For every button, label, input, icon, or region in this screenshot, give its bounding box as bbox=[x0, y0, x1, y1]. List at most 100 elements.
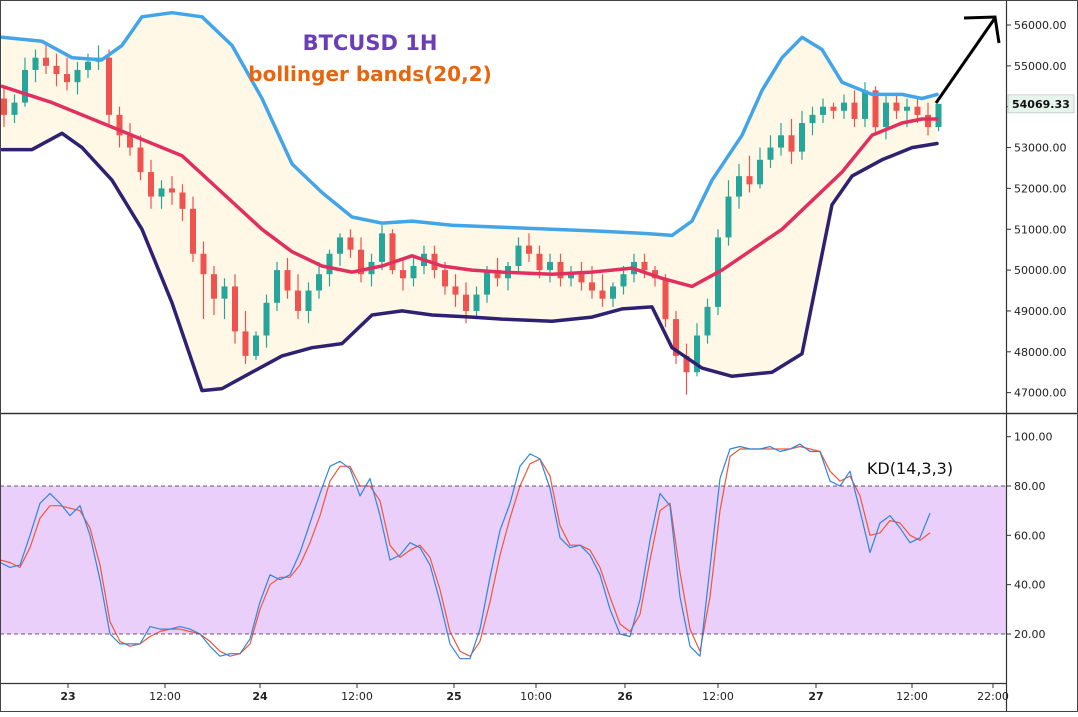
candle-body bbox=[904, 106, 910, 111]
candle-body bbox=[788, 135, 795, 152]
middle-band-line bbox=[0, 84, 939, 289]
candle-body bbox=[494, 270, 501, 279]
candle-body bbox=[295, 290, 301, 311]
candle-body bbox=[11, 102, 18, 115]
chart-subtitle: bollinger bands(20,2) bbox=[248, 62, 491, 86]
candle-body bbox=[557, 261, 564, 279]
candle-body bbox=[148, 172, 154, 197]
candle-body bbox=[43, 57, 49, 66]
candle-body bbox=[221, 286, 228, 299]
lower-band-line bbox=[0, 131, 939, 393]
kd-tick-label: 100.00 bbox=[1014, 431, 1053, 444]
candle-body bbox=[935, 103, 942, 128]
candle-body bbox=[809, 114, 816, 124]
candle-body bbox=[683, 355, 690, 373]
time-tick-label: 12:00 bbox=[702, 690, 734, 703]
candle-body bbox=[568, 274, 574, 279]
candle-body bbox=[862, 90, 868, 119]
candle-body bbox=[589, 282, 595, 291]
trend-arrow-line bbox=[934, 17, 997, 104]
price-tick-label: 52000.00 bbox=[1014, 182, 1067, 195]
candle-body bbox=[305, 290, 312, 311]
time-tick-label: 12:00 bbox=[149, 690, 181, 703]
candle-body bbox=[400, 270, 406, 279]
candle-body bbox=[662, 278, 669, 320]
trend-arrow-head bbox=[963, 15, 1001, 44]
price-tick-label: 51000.00 bbox=[1014, 223, 1067, 236]
candle-body bbox=[326, 253, 333, 275]
candle-body bbox=[179, 192, 186, 209]
candle-body bbox=[442, 270, 448, 287]
candle-body bbox=[673, 319, 679, 356]
candle-body bbox=[379, 233, 385, 262]
candle-body bbox=[232, 286, 238, 332]
last-price-label: 54069.33 bbox=[1012, 98, 1070, 111]
candle-body bbox=[694, 335, 700, 373]
price-tick-label: 49000.00 bbox=[1014, 305, 1067, 318]
time-tick-label: 24 bbox=[252, 690, 268, 703]
candle-body bbox=[914, 106, 921, 115]
candle-body bbox=[106, 57, 112, 115]
candle-body bbox=[736, 176, 742, 197]
time-tick-label: 23 bbox=[60, 690, 75, 703]
candle-body bbox=[547, 261, 553, 271]
candle-body bbox=[116, 114, 123, 136]
candle-body bbox=[830, 106, 837, 111]
candle-body bbox=[515, 245, 522, 267]
chart-title: BTCUSD 1H bbox=[303, 31, 438, 55]
candle-body bbox=[641, 261, 648, 271]
candle-body bbox=[316, 274, 322, 291]
candle-body bbox=[137, 147, 144, 173]
price-tick-label: 50000.00 bbox=[1014, 264, 1067, 277]
candle-body bbox=[274, 270, 280, 303]
candle-body bbox=[578, 274, 585, 283]
candle-body bbox=[599, 290, 606, 299]
candle-body bbox=[704, 306, 711, 336]
kd-zone-band bbox=[0, 485, 1006, 634]
price-tick-label: 48000.00 bbox=[1014, 346, 1067, 359]
candle-body bbox=[610, 286, 616, 299]
candle-body bbox=[1, 98, 7, 115]
candle-body bbox=[337, 237, 343, 254]
candle-body bbox=[767, 147, 774, 160]
candle-body bbox=[347, 237, 354, 250]
candle-body bbox=[32, 57, 39, 70]
candle-body bbox=[284, 270, 291, 291]
price-tick-label: 47000.00 bbox=[1014, 387, 1067, 400]
candle-body bbox=[841, 102, 847, 111]
time-tick-label: 25 bbox=[446, 690, 461, 703]
candle-body bbox=[190, 208, 196, 254]
kd-tick-label: 80.00 bbox=[1014, 480, 1046, 493]
candle-body bbox=[127, 135, 133, 148]
candle-body bbox=[22, 69, 28, 103]
candle-body bbox=[64, 74, 70, 83]
candle-body bbox=[536, 253, 543, 271]
candle-body bbox=[158, 188, 165, 197]
kd-tick-label: 20.00 bbox=[1014, 628, 1046, 641]
candle-body bbox=[620, 274, 627, 287]
kd-title: KD(14,3,3) bbox=[867, 459, 953, 478]
time-tick-label: 10:00 bbox=[520, 690, 552, 703]
candle-body bbox=[799, 123, 805, 152]
candle-body bbox=[746, 176, 753, 185]
candle-body bbox=[53, 65, 60, 75]
k-line bbox=[0, 443, 931, 660]
time-tick-label: 27 bbox=[808, 690, 823, 703]
candle-body bbox=[872, 90, 879, 128]
candle-body bbox=[463, 294, 469, 311]
candle-body bbox=[253, 335, 259, 356]
candle-body bbox=[851, 102, 858, 119]
candle-body bbox=[74, 69, 81, 83]
candle-body bbox=[85, 61, 91, 70]
time-tick-label: 26 bbox=[617, 690, 633, 703]
candle-body bbox=[526, 245, 532, 254]
kd-tick-label: 60.00 bbox=[1014, 529, 1046, 542]
candle-body bbox=[358, 249, 364, 275]
candle-body bbox=[263, 302, 270, 336]
price-tick-label: 56000.00 bbox=[1014, 19, 1067, 32]
candle-body bbox=[925, 114, 931, 128]
candle-body bbox=[200, 253, 207, 275]
time-tick-label: 22:00 bbox=[977, 690, 1009, 703]
